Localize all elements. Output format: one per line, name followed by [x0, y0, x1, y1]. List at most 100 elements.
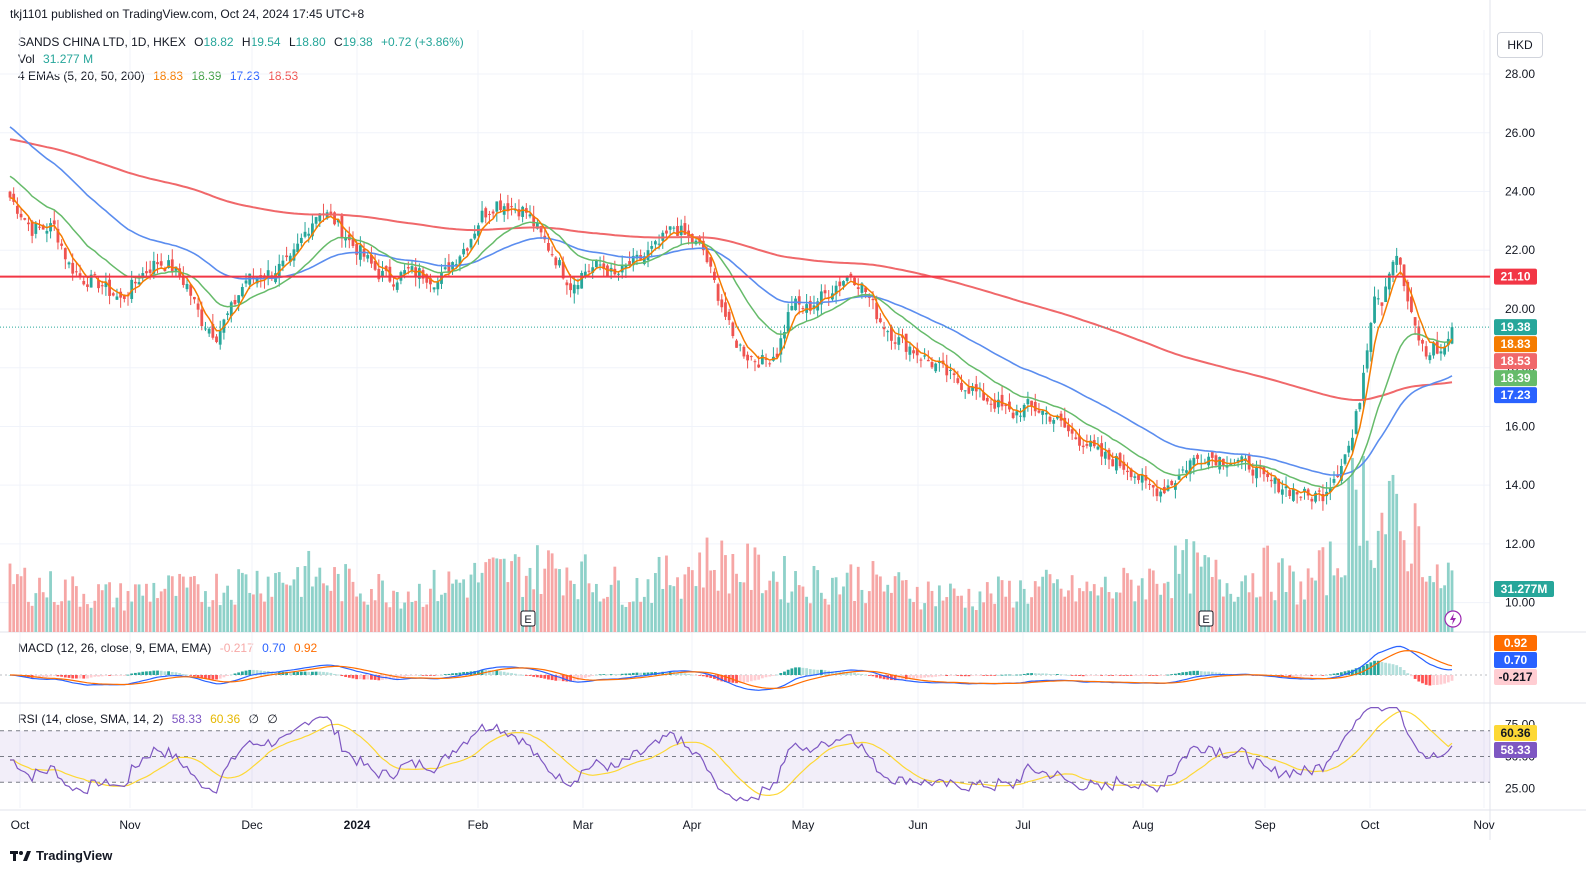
candle-body	[1004, 405, 1007, 407]
macd-histogram-bar	[506, 673, 509, 675]
candle-body	[86, 284, 89, 287]
candle-body	[1351, 438, 1354, 451]
price-chart[interactable]: 28.0026.0024.0022.0020.0018.0016.0014.00…	[0, 0, 1586, 883]
price-axis[interactable]: 28.00 26.00 24.00 22.00 20.00 18.00 16.00 14.00…	[1505, 67, 1535, 796]
macd-histogram-bar	[599, 674, 602, 675]
symbol-legend[interactable]: SANDS CHINA LTD, 1D, HKEX O18.82 H19.54 …	[18, 35, 469, 49]
macd-histogram-bar	[1211, 672, 1214, 675]
volume-bar	[1329, 542, 1332, 632]
candle-body	[293, 249, 296, 260]
time-axis-label: Apr	[683, 818, 702, 832]
candle-body	[562, 262, 565, 279]
candle-body	[363, 249, 366, 257]
ema-legend[interactable]: 4 EMAs (5, 20, 50, 200) 18.83 18.39 17.2…	[18, 69, 303, 83]
volume-legend[interactable]: Vol 31.277 M	[18, 52, 98, 66]
volume-bar	[1251, 573, 1254, 632]
volume-bar	[1204, 555, 1207, 632]
volume-bar	[1122, 568, 1125, 632]
candle-body	[270, 275, 273, 277]
volume-bar	[1270, 592, 1273, 632]
volume-bar	[348, 569, 351, 632]
macd-histogram-bar	[521, 675, 524, 676]
macd-histogram-bar	[156, 671, 159, 675]
candle-body	[864, 287, 867, 292]
macd-histogram-bar	[905, 675, 908, 679]
macd-histogram-bar	[311, 672, 314, 675]
volume-bar	[802, 587, 805, 632]
volume-bar	[127, 591, 130, 632]
macd-legend[interactable]: MACD (12, 26, close, 9, EMA, EMA) -0.217…	[18, 641, 322, 655]
candle-body	[1049, 417, 1052, 422]
candle-body	[355, 244, 358, 255]
volume-bar	[385, 602, 388, 632]
volume-bar	[591, 592, 594, 632]
macd-histogram-bar	[1270, 675, 1273, 676]
volume-bar	[883, 592, 886, 632]
candle-body	[1425, 346, 1428, 356]
volume-bar	[64, 580, 67, 632]
volume-bar	[119, 583, 122, 632]
candle-body	[329, 212, 332, 215]
macd-histogram-bar	[923, 675, 926, 678]
macd-histogram-bar	[248, 670, 251, 675]
macd-histogram-bar	[979, 675, 982, 676]
candle-body	[1012, 413, 1015, 418]
volume-bar	[27, 602, 30, 632]
volume-bar	[1170, 598, 1173, 632]
candle-body	[1015, 411, 1018, 415]
candle-body	[12, 194, 15, 202]
candle-body	[853, 278, 856, 285]
volume-bar	[540, 594, 543, 632]
volume-bar	[326, 585, 329, 632]
macd-histogram-bar	[1288, 675, 1291, 677]
volume-bar	[953, 588, 956, 632]
tradingview-logo[interactable]: TradingView	[10, 848, 112, 863]
candle-body	[226, 313, 229, 314]
macd-histogram-bar	[1314, 675, 1317, 676]
candle-body	[1163, 487, 1166, 493]
rsi-legend[interactable]: RSI (14, close, SMA, 14, 2) 58.33 60.36 …	[18, 712, 283, 726]
time-axis[interactable]: Oct Nov Dec 2024 Feb Mar Apr May Jun Jul Aug Sep Oct…	[11, 818, 1495, 832]
currency-button[interactable]: HKD	[1497, 32, 1543, 58]
volume-bar	[134, 584, 137, 632]
volume-bar	[252, 594, 255, 632]
volume-bar	[1185, 539, 1188, 632]
macd-histogram-bar	[1351, 670, 1354, 675]
volume-bar	[979, 591, 982, 632]
macd-histogram-bar	[743, 675, 746, 683]
macd-histogram-bar	[1432, 675, 1435, 685]
candle-body	[945, 365, 948, 376]
volume-bar	[875, 575, 878, 632]
candle-body	[9, 192, 12, 198]
volume-bar	[1104, 577, 1107, 632]
candle-body	[259, 275, 262, 279]
volume-bar	[1263, 548, 1266, 632]
volume-bar	[743, 582, 746, 632]
price-label: 18.39	[1500, 371, 1530, 385]
macd-histogram-bar	[436, 675, 439, 676]
candle-body	[890, 327, 893, 341]
macd-histogram-bar	[868, 675, 871, 676]
candle-body	[1034, 402, 1037, 411]
candle-body	[252, 277, 255, 278]
volume-bar	[945, 597, 948, 632]
horizontal-line-21-10[interactable]	[0, 277, 1490, 328]
macd-histogram-bar	[385, 675, 388, 679]
volume-bar	[359, 593, 362, 632]
macd-histogram-bar	[551, 675, 554, 680]
volume-bar	[595, 584, 598, 632]
candle-body	[1126, 471, 1129, 472]
macd-histogram-bar	[1303, 675, 1306, 676]
candle-body	[1281, 489, 1284, 494]
macd-histogram-bar	[1185, 672, 1188, 675]
macd-histogram-bar	[488, 670, 491, 675]
candle-body	[304, 232, 307, 237]
volume-bar	[488, 559, 491, 632]
volume-bar	[1167, 582, 1170, 632]
candle-body	[315, 217, 318, 224]
volume-bar	[916, 587, 919, 632]
macd-histogram-bar	[1299, 675, 1302, 677]
macd-histogram-bar	[691, 675, 694, 676]
volume-bar	[798, 585, 801, 632]
